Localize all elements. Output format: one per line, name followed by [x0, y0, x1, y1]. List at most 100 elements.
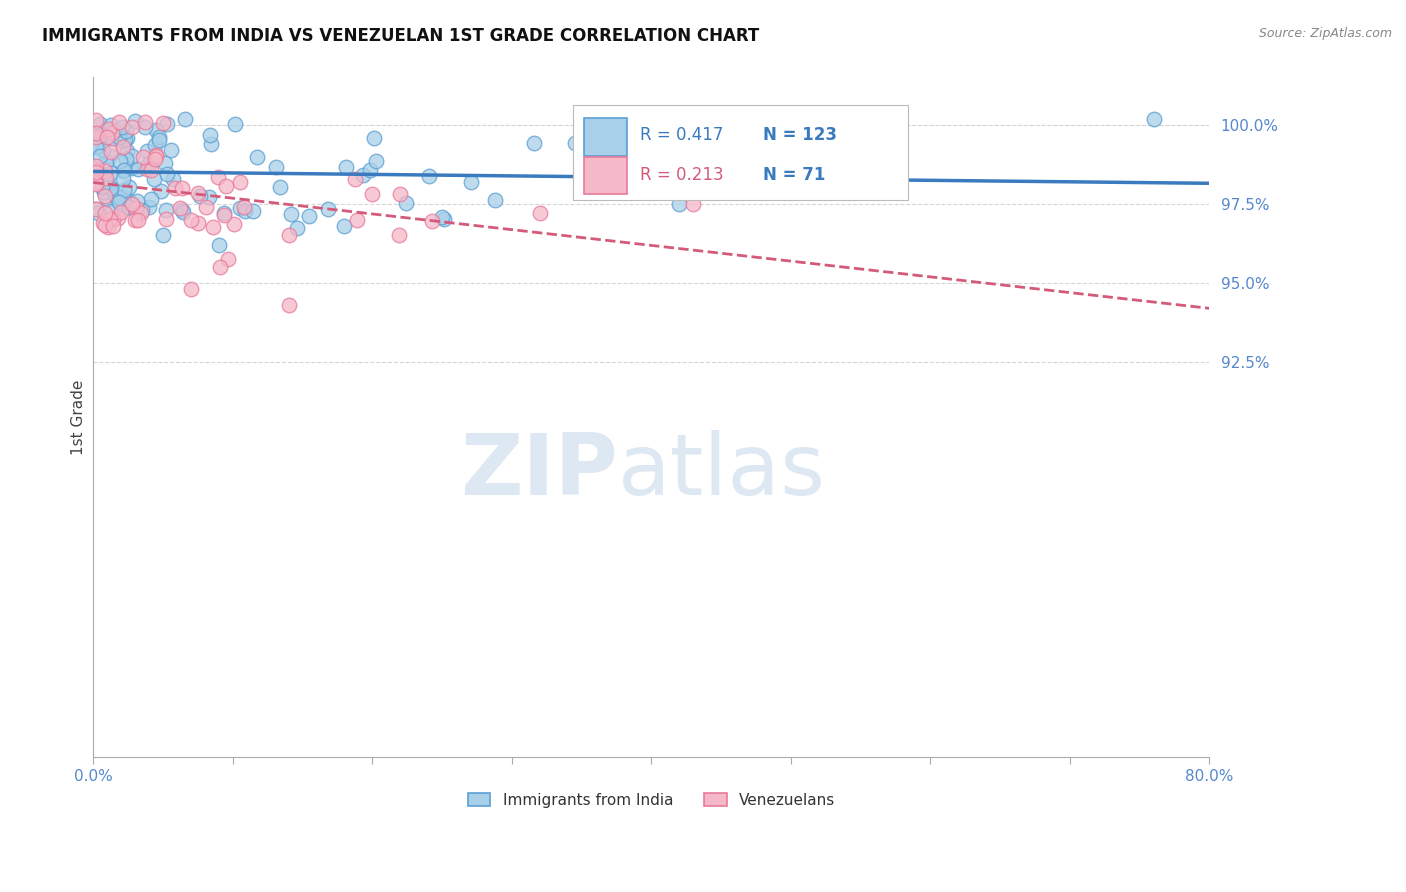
- Text: R = 0.213: R = 0.213: [640, 166, 724, 184]
- Point: [430, 210, 453, 224]
- Point: [127, 213, 149, 227]
- Point: [143, 153, 166, 167]
- Point: [94, 188, 117, 202]
- Point: [170, 203, 193, 218]
- Point: [152, 228, 174, 243]
- Point: [277, 228, 299, 243]
- Text: atlas: atlas: [617, 430, 825, 513]
- Point: [564, 136, 586, 150]
- Point: [142, 172, 165, 186]
- Point: [118, 194, 141, 209]
- Point: [668, 197, 690, 211]
- Point: [352, 168, 374, 182]
- Point: [89, 148, 111, 162]
- Point: [114, 132, 136, 146]
- Point: [131, 202, 153, 217]
- Point: [86, 166, 108, 180]
- FancyBboxPatch shape: [585, 157, 627, 194]
- Legend: Immigrants from India, Venezuelans: Immigrants from India, Venezuelans: [461, 787, 841, 814]
- Point: [134, 120, 156, 135]
- Point: [121, 197, 143, 211]
- Point: [156, 117, 179, 131]
- Point: [100, 126, 122, 140]
- Point: [89, 128, 111, 142]
- Point: [145, 148, 167, 162]
- Point: [217, 252, 239, 266]
- Point: [200, 128, 222, 142]
- Point: [111, 190, 134, 204]
- Point: [111, 139, 134, 153]
- Point: [232, 200, 254, 214]
- Point: [121, 149, 143, 163]
- Point: [101, 211, 124, 226]
- Point: [606, 163, 628, 178]
- Point: [96, 175, 118, 189]
- Point: [242, 203, 264, 218]
- Point: [100, 180, 122, 194]
- Point: [145, 123, 167, 137]
- Point: [523, 136, 546, 151]
- Point: [108, 154, 131, 169]
- Point: [460, 175, 482, 189]
- Point: [180, 282, 202, 296]
- Point: [163, 181, 186, 195]
- Point: [187, 186, 209, 200]
- Point: [115, 152, 138, 166]
- Point: [96, 129, 118, 144]
- Point: [103, 123, 125, 137]
- Point: [111, 120, 134, 134]
- Point: [682, 197, 704, 211]
- Point: [420, 213, 443, 227]
- Point: [110, 205, 132, 219]
- Point: [433, 212, 456, 227]
- Point: [134, 115, 156, 129]
- Point: [112, 172, 135, 186]
- Point: [389, 187, 412, 202]
- Point: [98, 149, 121, 163]
- Point: [110, 191, 132, 205]
- Point: [344, 171, 367, 186]
- Point: [136, 144, 159, 158]
- Point: [84, 167, 107, 181]
- Point: [172, 205, 194, 219]
- Point: [298, 209, 321, 223]
- Point: [388, 227, 411, 242]
- Point: [84, 130, 107, 145]
- Point: [202, 220, 225, 235]
- Point: [138, 200, 160, 214]
- Point: [118, 200, 141, 214]
- Point: [280, 207, 302, 221]
- Point: [84, 159, 107, 173]
- Point: [224, 217, 246, 231]
- Point: [162, 172, 184, 186]
- Point: [118, 179, 141, 194]
- Point: [94, 206, 117, 220]
- Point: [418, 169, 440, 184]
- Point: [208, 260, 231, 274]
- FancyBboxPatch shape: [574, 104, 908, 200]
- Point: [269, 180, 291, 194]
- Point: [93, 164, 115, 178]
- Point: [124, 114, 146, 128]
- Point: [145, 149, 167, 163]
- Point: [136, 157, 159, 171]
- Point: [104, 187, 127, 202]
- Point: [91, 180, 114, 194]
- Point: [84, 164, 107, 178]
- Point: [156, 167, 179, 181]
- Point: [112, 164, 135, 178]
- Point: [364, 153, 387, 168]
- Point: [111, 134, 134, 148]
- Point: [233, 204, 256, 219]
- Point: [152, 116, 174, 130]
- Text: N = 123: N = 123: [763, 126, 837, 145]
- Point: [212, 208, 235, 222]
- Point: [198, 190, 221, 204]
- Point: [155, 212, 177, 227]
- Point: [100, 166, 122, 180]
- Point: [108, 194, 131, 209]
- Point: [160, 143, 183, 157]
- Point: [125, 194, 148, 208]
- Text: Source: ZipAtlas.com: Source: ZipAtlas.com: [1258, 27, 1392, 40]
- Point: [188, 189, 211, 203]
